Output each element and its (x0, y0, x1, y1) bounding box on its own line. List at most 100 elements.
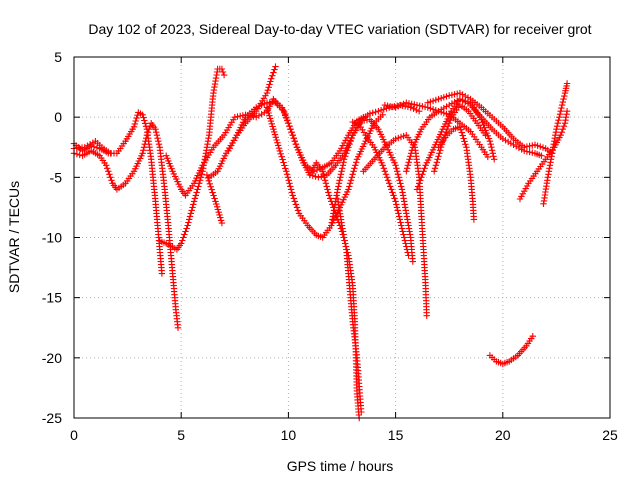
data-point (407, 254, 410, 257)
data-point (555, 128, 558, 130)
data-point (566, 110, 568, 112)
data-point (347, 188, 350, 190)
data-point (512, 138, 515, 140)
data-point (433, 146, 435, 148)
data-point (480, 146, 482, 148)
data-point (159, 146, 161, 148)
data-point (172, 170, 174, 172)
data-point (322, 236, 324, 239)
data-point (223, 74, 225, 76)
data-point (519, 198, 521, 200)
data-point (401, 188, 403, 190)
data-point (560, 134, 562, 136)
data-point (452, 128, 455, 130)
data-point (395, 164, 397, 166)
plus-markers (540, 80, 571, 207)
data-point (388, 182, 390, 184)
data-point (165, 242, 167, 245)
series-arc12 (328, 116, 416, 265)
data-point (347, 134, 350, 136)
data-point (177, 327, 179, 329)
data-point (442, 128, 444, 130)
data-point (352, 134, 354, 136)
data-point (255, 106, 257, 109)
series-arc23 (381, 99, 491, 161)
data-point (523, 146, 525, 148)
data-point (369, 118, 371, 121)
series-arc18 (435, 123, 478, 223)
data-point (339, 150, 341, 152)
data-point (405, 134, 407, 136)
data-point (551, 152, 553, 154)
data-point (184, 194, 187, 196)
data-point (116, 152, 118, 154)
data-point (322, 170, 324, 172)
data-point (142, 114, 144, 116)
data-point (255, 110, 257, 112)
data-point (459, 98, 461, 100)
series-arc21 (516, 108, 571, 203)
series-arc1 (70, 109, 166, 277)
data-point (158, 236, 160, 239)
data-point (412, 146, 414, 148)
data-point (272, 128, 274, 130)
data-point (426, 315, 428, 317)
data-point (534, 144, 536, 146)
data-point (487, 156, 489, 158)
data-point (307, 224, 309, 227)
x-tick-label: 20 (495, 427, 511, 443)
series-arc9 (263, 104, 386, 241)
data-point (160, 260, 162, 263)
data-point (225, 152, 227, 154)
data-point (545, 147, 547, 150)
data-point (362, 170, 365, 172)
data-point (425, 164, 427, 166)
data-point (101, 146, 103, 148)
data-point (373, 158, 375, 160)
data-point (422, 248, 425, 251)
data-point (202, 164, 204, 166)
data-point (309, 174, 311, 176)
data-point (388, 106, 390, 109)
data-point (99, 155, 101, 157)
data-point (429, 116, 431, 118)
data-point (470, 98, 472, 100)
data-point (410, 236, 412, 239)
x-tick-label: 5 (177, 427, 185, 443)
data-point (214, 200, 217, 202)
data-point (489, 354, 491, 357)
data-point (227, 150, 229, 152)
data-point (206, 174, 208, 176)
data-point (418, 110, 420, 112)
data-point (502, 363, 504, 365)
data-point (266, 102, 268, 104)
data-point (292, 194, 294, 196)
data-point (405, 102, 407, 104)
data-point (165, 155, 167, 157)
data-point (180, 242, 182, 245)
data-point (364, 140, 367, 142)
data-point (395, 106, 397, 109)
data-point (523, 150, 525, 152)
data-point (105, 164, 107, 166)
data-point (448, 94, 450, 97)
data-point (416, 188, 418, 190)
data-point (137, 111, 139, 113)
y-tick-label: -25 (42, 410, 62, 426)
data-point (485, 134, 487, 136)
data-point (94, 140, 97, 142)
data-point (373, 146, 375, 148)
data-point (495, 360, 497, 363)
data-point (270, 78, 272, 80)
data-point (502, 138, 504, 140)
series-arc7 (203, 171, 226, 227)
data-point (274, 100, 277, 103)
data-point (459, 92, 461, 94)
x-tick-label: 15 (388, 427, 404, 443)
data-point (377, 128, 380, 130)
data-point (427, 102, 429, 104)
series-arc19 (424, 89, 556, 157)
data-point (334, 164, 337, 166)
data-point (410, 106, 412, 109)
data-point (304, 164, 307, 166)
